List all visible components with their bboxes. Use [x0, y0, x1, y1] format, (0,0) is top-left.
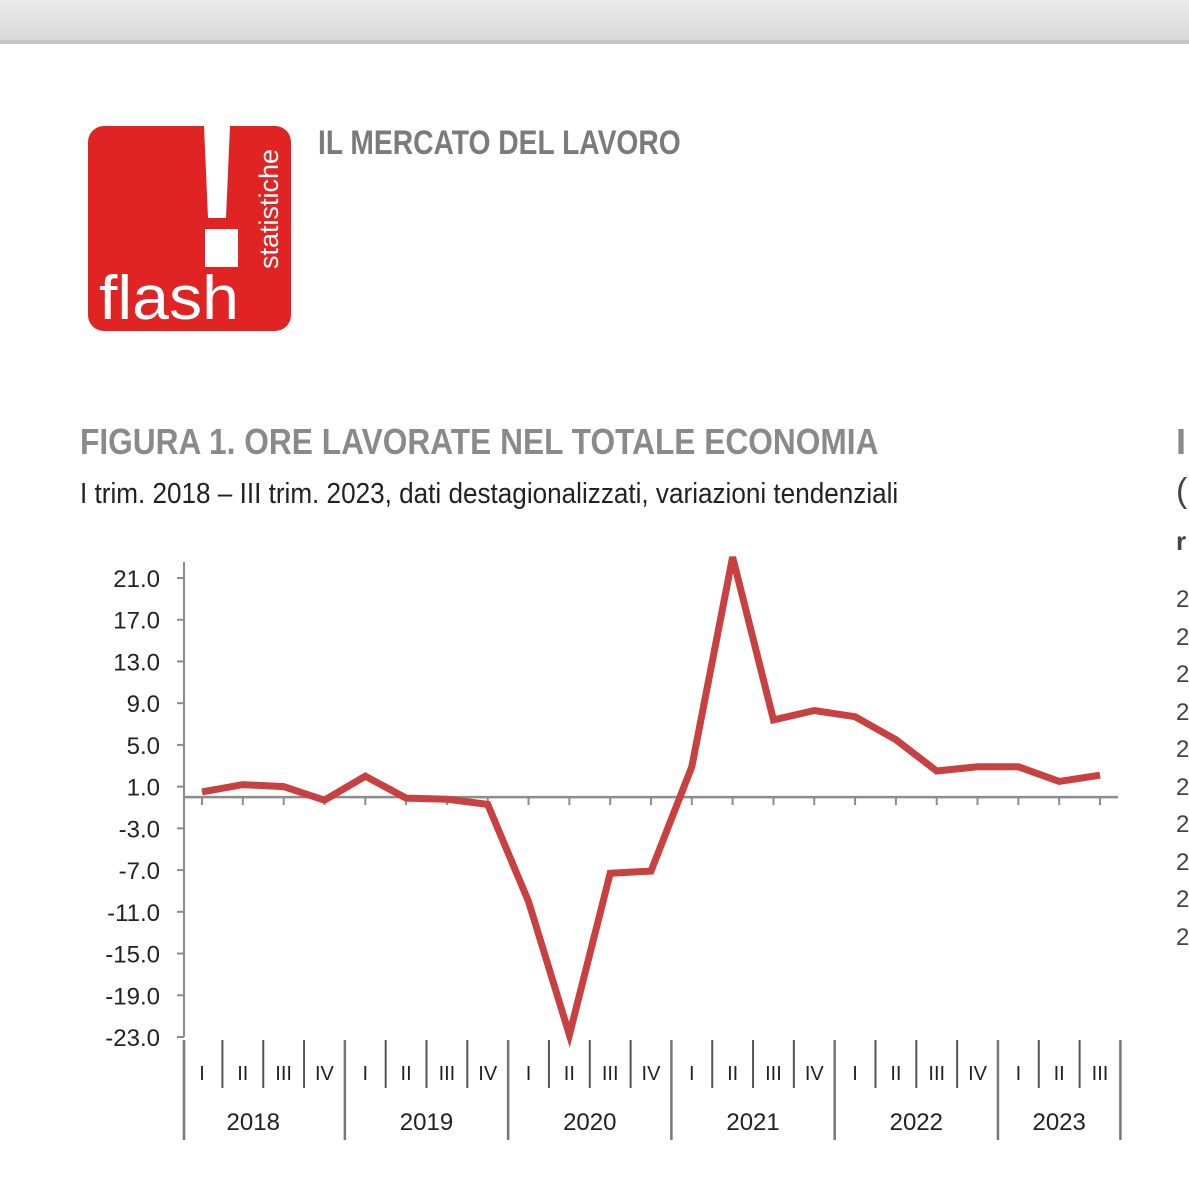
- x-quarter-label: I: [362, 1063, 368, 1085]
- cutoff-tick-fragment: 2: [1176, 923, 1189, 951]
- cutoff-subtitle-fragment: (: [1176, 472, 1188, 510]
- x-quarter-label: III: [765, 1063, 782, 1085]
- y-tick-label: -3.0: [119, 816, 160, 843]
- x-year-label: 2022: [890, 1109, 943, 1136]
- cutoff-tick-fragment: 2: [1176, 886, 1189, 913]
- figure-subtitle: I trim. 2018 – III trim. 2023, dati dest…: [80, 478, 899, 510]
- logo-exclamation-dot: [205, 229, 238, 267]
- x-quarter-label: IV: [805, 1063, 825, 1085]
- cutoff-title-fragment: I: [1176, 421, 1187, 462]
- y-tick-label: 5.0: [127, 733, 160, 760]
- y-tick-label: -11.0: [107, 900, 160, 927]
- x-year-label: 2021: [726, 1109, 779, 1136]
- x-quarter-label: IV: [315, 1063, 335, 1085]
- logo-background: [88, 126, 291, 331]
- x-quarter-label: II: [890, 1063, 901, 1085]
- x-quarter-label: IV: [642, 1063, 662, 1085]
- x-quarter-label: III: [1092, 1063, 1109, 1085]
- cutoff-tick-fragment: 2: [1176, 623, 1189, 651]
- y-tick-label: 9.0: [127, 691, 160, 718]
- x-quarter-label: I: [689, 1063, 695, 1085]
- y-tick-label: -23.0: [105, 1025, 160, 1052]
- browser-top-bar: [0, 0, 1189, 44]
- cutoff-tick-fragment: 2: [1176, 586, 1189, 613]
- y-tick-label: -7.0: [119, 858, 160, 885]
- x-quarter-label: II: [401, 1063, 412, 1085]
- flash-statistiche-logo: flash statistiche: [88, 126, 291, 331]
- x-quarter-label: I: [199, 1063, 205, 1085]
- x-quarter-label: I: [1016, 1063, 1022, 1085]
- y-tick-label: -19.0: [105, 983, 160, 1010]
- x-quarter-label: IV: [968, 1063, 988, 1085]
- line-chart: 21.0 17.0 13.0 9.0 5.0 1.0 -3.0 -7.0 -11.0 -15.0 -…: [105, 556, 1122, 1140]
- y-tick-label: 17.0: [113, 608, 160, 635]
- x-quarter-label: III: [602, 1063, 619, 1085]
- cutoff-tick-fragment: 2: [1176, 773, 1189, 801]
- cutoff-tick-fragment: 2: [1176, 811, 1189, 838]
- logo-exclamation-stroke: [204, 126, 230, 218]
- x-year-label: 2019: [400, 1109, 453, 1136]
- x-year-label: 2018: [227, 1109, 280, 1136]
- cutoff-tick-fragment: 2: [1176, 698, 1189, 726]
- x-quarter-label: II: [237, 1063, 248, 1085]
- x-quarter-label: III: [275, 1063, 292, 1085]
- x-year-label: 2023: [1032, 1109, 1085, 1136]
- cutoff-label-fragment: r: [1176, 526, 1187, 556]
- y-tick-label: 1.0: [127, 775, 160, 802]
- y-tick-label: 13.0: [113, 649, 160, 676]
- x-quarter-label: II: [1054, 1063, 1065, 1085]
- x-quarter-label: III: [928, 1063, 945, 1085]
- y-tick-label: -15.0: [105, 942, 160, 969]
- x-quarter-label: II: [727, 1063, 738, 1085]
- x-quarter-label: II: [564, 1063, 575, 1085]
- x-quarter-label: I: [526, 1063, 532, 1085]
- x-quarter-label: IV: [478, 1063, 498, 1085]
- x-quarter-label: I: [852, 1063, 858, 1085]
- x-year-label: 2020: [563, 1109, 616, 1136]
- logo-statistiche-text: statistiche: [254, 149, 284, 269]
- figure-title: FIGURA 1. ORE LAVORATE NEL TOTALE ECONOM…: [80, 421, 879, 462]
- cutoff-tick-fragment: 2: [1176, 848, 1189, 876]
- report-title: IL MERCATO DEL LAVORO: [318, 124, 681, 162]
- cutoff-tick-fragment: 2: [1176, 661, 1189, 688]
- x-quarter-label: III: [439, 1063, 456, 1085]
- logo-flash-text: flash: [99, 264, 239, 331]
- y-tick-label: 21.0: [113, 566, 160, 593]
- cutoff-tick-fragment: 2: [1176, 736, 1189, 763]
